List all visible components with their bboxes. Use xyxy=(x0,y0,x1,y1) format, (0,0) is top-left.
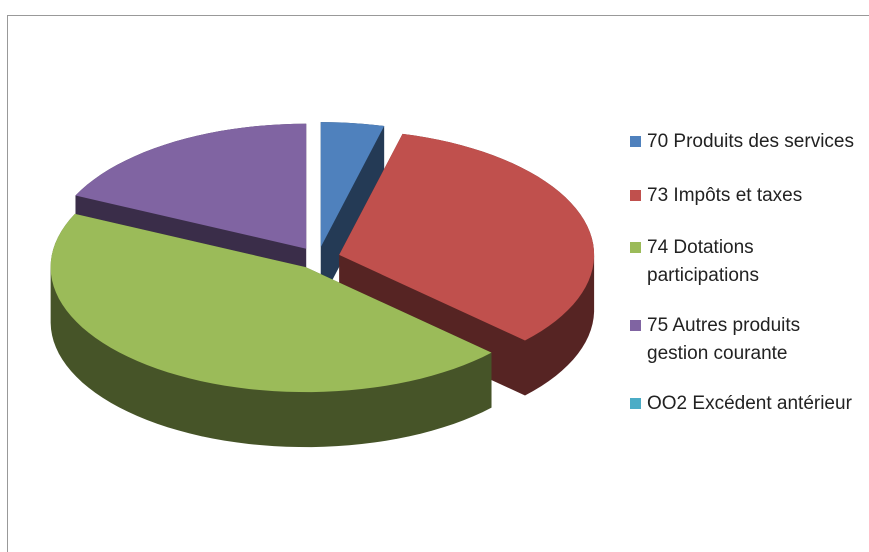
legend-item: 70 Produits des services xyxy=(630,128,855,156)
pie xyxy=(50,122,595,448)
legend-swatch xyxy=(630,398,641,409)
slice xyxy=(75,123,307,249)
legend-label: 74 Dotations participations xyxy=(647,237,759,286)
legend-item: 74 Dotations participations xyxy=(630,234,855,290)
legend-label: 73 Impôts et taxes xyxy=(647,185,803,206)
chart-frame xyxy=(7,15,869,552)
legend-label: 70 Produits des services xyxy=(647,131,854,152)
slice xyxy=(50,213,492,393)
legend-swatch xyxy=(630,320,641,331)
legend-item: 73 Impôts et taxes xyxy=(630,182,855,210)
slice xyxy=(320,122,385,248)
legend: 70 Produits des services 73 Impôts et tax… xyxy=(630,128,855,418)
legend-label: 75 Autres produits gestion courante xyxy=(647,315,801,364)
legend-swatch xyxy=(630,136,641,147)
legend-swatch xyxy=(630,242,641,253)
legend-label: OO2 Excédent antérieur xyxy=(647,393,852,414)
slice xyxy=(339,133,595,341)
legend-swatch xyxy=(630,190,641,201)
legend-item: OO2 Excédent antérieur xyxy=(630,390,855,418)
legend-item: 75 Autres produits gestion courante xyxy=(630,312,855,368)
